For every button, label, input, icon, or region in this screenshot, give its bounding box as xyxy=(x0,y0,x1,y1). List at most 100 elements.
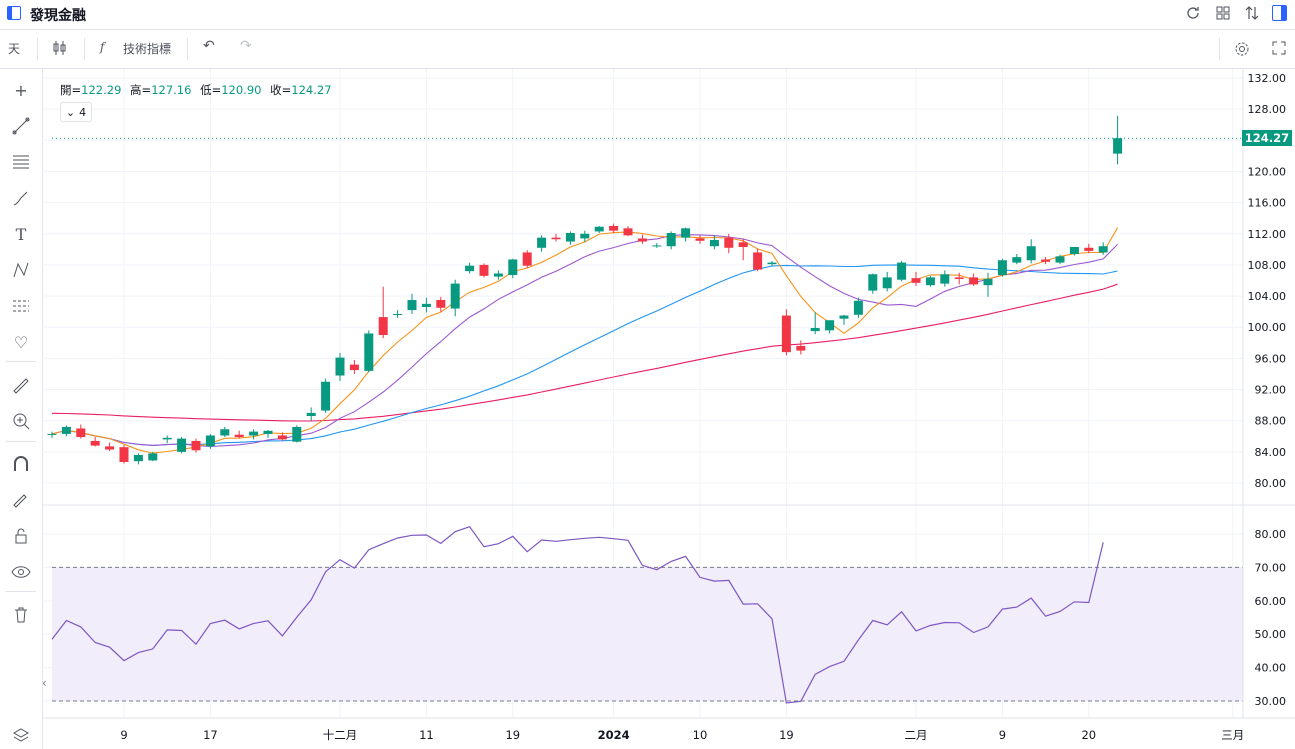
candle-body xyxy=(349,364,359,371)
heart-icon[interactable]: ♡ xyxy=(13,332,29,352)
candle-body xyxy=(378,317,388,336)
candlestick-icon[interactable] xyxy=(52,40,68,56)
candle-body xyxy=(738,242,748,248)
open-value: 122.29 xyxy=(81,83,122,97)
rsi-tick-label: 30.00 xyxy=(1255,695,1287,708)
crosshair-icon[interactable]: + xyxy=(14,80,28,100)
price-tick-label: 128.00 xyxy=(1248,103,1287,116)
candle-body xyxy=(421,303,431,307)
candle-body xyxy=(133,454,143,462)
open-label: 開= xyxy=(60,83,82,97)
candle-body xyxy=(119,447,129,462)
candle-body xyxy=(61,426,71,434)
candle-body xyxy=(306,412,316,417)
divider xyxy=(187,38,188,60)
panel-toggle-icon[interactable] xyxy=(7,6,21,20)
candle-body xyxy=(47,433,57,435)
candle-body xyxy=(637,238,647,242)
fullscreen-icon[interactable] xyxy=(1272,41,1286,55)
candle-body xyxy=(493,273,503,277)
candle-body xyxy=(90,440,100,446)
candle-body xyxy=(623,228,633,236)
rsi-tick-label: 40.00 xyxy=(1255,662,1287,675)
app-title: 發現金融 xyxy=(30,8,86,24)
candle-body xyxy=(1113,138,1123,154)
candle-body xyxy=(724,237,734,248)
price-tick-label: 116.00 xyxy=(1248,197,1287,210)
settings-gear-icon[interactable] xyxy=(1234,41,1250,57)
candle-body xyxy=(983,278,993,286)
prediction-icon[interactable] xyxy=(9,294,33,318)
price-tick-label: 100.00 xyxy=(1248,321,1287,334)
drawing-toolbar: + T ♡ xyxy=(0,69,43,749)
candle-body xyxy=(781,315,791,353)
time-tick-label: 9 xyxy=(999,728,1006,742)
candle-body xyxy=(407,299,417,311)
text-tool-icon[interactable]: T xyxy=(15,224,27,244)
price-tick-label: 104.00 xyxy=(1248,290,1287,303)
horizontal-lines-icon[interactable] xyxy=(9,150,33,174)
layers-icon[interactable] xyxy=(9,724,33,748)
ma-slow-line xyxy=(51,264,1118,446)
candle-body xyxy=(969,277,979,285)
time-tick-label: 19 xyxy=(779,728,794,742)
candle-body xyxy=(652,245,662,247)
candle-body xyxy=(940,274,950,284)
divider xyxy=(37,38,38,60)
trend-line-icon[interactable] xyxy=(9,114,33,138)
eye-icon[interactable] xyxy=(9,560,33,584)
candle-body xyxy=(954,277,964,279)
indicator-toggle-button[interactable]: ⌄ 4 xyxy=(60,102,92,122)
sidebar-toggle-icon[interactable] xyxy=(1272,5,1287,21)
candle-body xyxy=(753,252,763,270)
lock-drawing-icon[interactable] xyxy=(9,488,33,512)
indicators-button[interactable]: 技術指標 xyxy=(123,42,172,56)
divider xyxy=(6,591,36,592)
title-bar: 發現金融 xyxy=(0,0,1295,30)
candle-body xyxy=(393,313,403,315)
price-tick-label: 80.00 xyxy=(1255,477,1287,490)
candle-body xyxy=(767,262,777,265)
indicator-count: 4 xyxy=(79,105,87,119)
undo-icon[interactable]: ↶ xyxy=(203,38,215,54)
candle-body xyxy=(162,437,172,440)
interval-button[interactable]: 天 xyxy=(8,42,21,56)
candle-body xyxy=(565,232,575,242)
candle-body xyxy=(191,440,201,451)
sort-icon[interactable] xyxy=(1245,6,1259,20)
collapse-arrow-icon[interactable]: ‹ xyxy=(42,676,47,690)
redo-icon[interactable]: ↷ xyxy=(240,38,252,54)
candles xyxy=(47,115,1123,465)
chevron-down-icon: ⌄ xyxy=(65,105,76,119)
time-tick-label: 9 xyxy=(120,728,127,742)
refresh-icon[interactable] xyxy=(1186,6,1200,20)
magnet-icon[interactable] xyxy=(9,452,33,476)
candle-body xyxy=(522,252,532,266)
candle-body xyxy=(263,430,273,434)
pattern-icon[interactable] xyxy=(9,258,33,282)
time-tick-label: 10 xyxy=(693,728,708,742)
layout-grid-icon[interactable] xyxy=(1216,6,1230,20)
close-value: 124.27 xyxy=(291,83,332,97)
ruler-icon[interactable] xyxy=(9,374,33,398)
price-tick-label: 88.00 xyxy=(1255,415,1287,428)
candle-body xyxy=(220,429,230,436)
time-tick-label: 十二月 xyxy=(323,728,358,742)
price-tick-label: 132.00 xyxy=(1248,72,1287,85)
divider xyxy=(6,361,36,362)
candle-body xyxy=(709,240,719,247)
price-tick-label: 96.00 xyxy=(1255,352,1287,365)
zoom-in-icon[interactable] xyxy=(9,409,33,433)
candle-body xyxy=(1055,256,1065,263)
price-tick-label: 92.00 xyxy=(1255,384,1287,397)
candle-body xyxy=(551,237,561,240)
candle-body xyxy=(177,438,187,452)
unlock-icon[interactable] xyxy=(9,524,33,548)
function-icon[interactable]: f xyxy=(100,40,105,54)
trash-icon[interactable] xyxy=(9,603,33,627)
candle-body xyxy=(1041,259,1051,262)
divider xyxy=(84,38,85,60)
brush-icon[interactable] xyxy=(9,186,33,210)
low-label: 低= xyxy=(200,83,222,97)
